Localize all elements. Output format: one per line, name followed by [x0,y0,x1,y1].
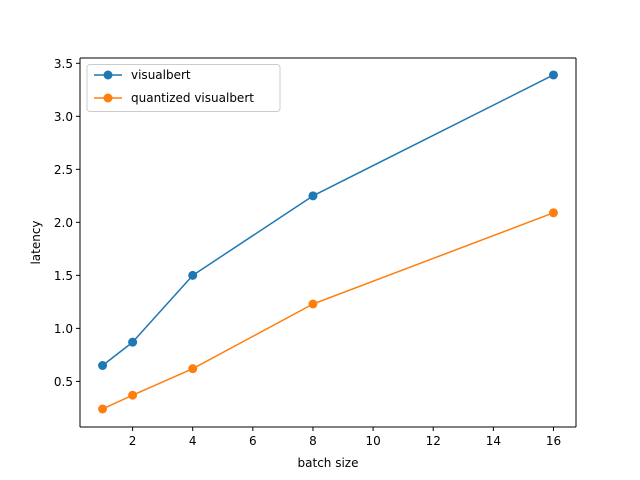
x-tick-label: 14 [486,434,501,448]
data-point [98,404,108,414]
x-tick-label: 16 [546,434,561,448]
plot-area [80,58,576,427]
legend-frame [86,64,281,112]
legend: visualbert quantized visualbert [86,64,281,112]
x-axis-ticks: 2 4 6 8 10 12 14 16 [129,427,561,448]
series-layer [98,70,558,414]
data-point [188,364,198,374]
x-axis-label: batch size [298,456,359,470]
x-tick-label: 8 [309,434,317,448]
data-point [188,270,198,280]
legend-label: quantized visualbert [131,91,254,105]
x-tick-label: 10 [365,434,380,448]
legend-swatch-marker [103,93,113,103]
x-tick-label: 4 [189,434,197,448]
y-axis-ticks: 0.5 1.0 1.5 2.0 2.5 3.0 3.5 [54,57,80,389]
x-tick-label: 6 [249,434,257,448]
x-tick-label: 12 [426,434,441,448]
legend-label: visualbert [131,68,191,82]
data-point [548,208,558,218]
y-tick-label: 2.0 [54,216,73,230]
y-axis-label: latency [29,220,43,264]
x-tick-label: 2 [129,434,137,448]
data-point [128,390,138,400]
y-tick-label: 3.5 [54,57,73,71]
y-tick-label: 0.5 [54,375,73,389]
y-tick-label: 2.5 [54,163,73,177]
y-tick-label: 1.5 [54,269,73,283]
data-point [308,191,318,201]
data-point [548,70,558,80]
y-tick-label: 3.0 [54,110,73,124]
data-point [308,299,318,309]
data-point [98,361,108,370]
legend-swatch-marker [103,70,113,80]
y-tick-label: 1.0 [54,322,73,336]
data-point [128,337,138,347]
